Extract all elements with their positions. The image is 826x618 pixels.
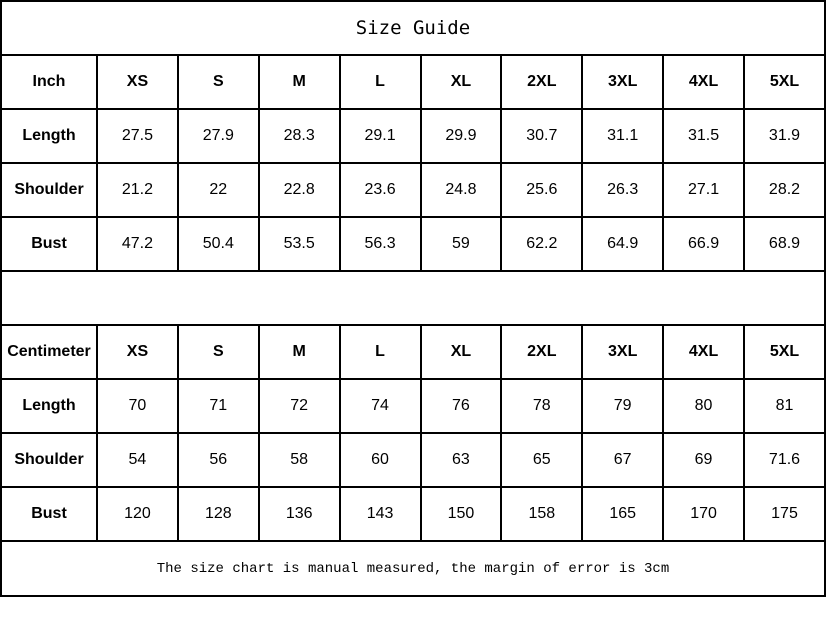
table-row: Shoulder 21.2 22 22.8 23.6 24.8 25.6 26.3 27.1 28…: [0, 162, 826, 218]
table-row: Bust 120 128 136 143 150 158 165 170 175: [0, 486, 826, 542]
measurement-cell: 70: [96, 378, 179, 434]
measurement-cell: 62.2: [500, 216, 584, 272]
measurement-cell: 128: [176, 486, 260, 542]
row-label: Length: [0, 378, 98, 434]
measurement-cell: 53.5: [257, 216, 341, 272]
size-header: 3XL: [581, 54, 665, 110]
measurement-cell: 60: [338, 432, 422, 488]
measurement-cell: 25.6: [500, 162, 584, 218]
size-header: XL: [419, 324, 503, 380]
measurement-cell: 74: [338, 378, 422, 434]
size-header: 5XL: [743, 54, 826, 110]
measurement-cell: 81: [743, 378, 826, 434]
measurement-cell: 78: [500, 378, 584, 434]
measurement-cell: 30.7: [500, 108, 584, 164]
measurement-cell: 26.3: [581, 162, 665, 218]
measurement-cell: 67: [581, 432, 665, 488]
measurement-cell: 27.5: [96, 108, 179, 164]
measurement-cell: 80: [662, 378, 745, 434]
table-row: Length 27.5 27.9 28.3 29.1 29.9 30.7 31.1 31.5 31…: [0, 108, 826, 164]
size-header: 5XL: [743, 324, 826, 380]
table-row: Length 70 71 72 74 76 78 79 80 81: [0, 378, 826, 434]
measurement-cell: 64.9: [581, 216, 665, 272]
measurement-cell: 76: [419, 378, 503, 434]
measurement-cell: 165: [581, 486, 665, 542]
measurement-cell: 69: [662, 432, 745, 488]
row-label: Bust: [0, 486, 98, 542]
size-header: XS: [96, 324, 179, 380]
measurement-cell: 136: [257, 486, 341, 542]
size-header: M: [257, 324, 341, 380]
measurement-cell: 27.9: [176, 108, 260, 164]
measurement-cell: 27.1: [662, 162, 745, 218]
size-header: 3XL: [581, 324, 665, 380]
size-header: XS: [96, 54, 179, 110]
size-header: M: [257, 54, 341, 110]
measurement-cell: 72: [257, 378, 341, 434]
measurement-cell: 158: [500, 486, 584, 542]
measurement-cell: 22: [176, 162, 260, 218]
title-row: Size Guide: [0, 0, 826, 56]
measurement-cell: 56: [176, 432, 260, 488]
unit-header: Centimeter: [0, 324, 98, 380]
measurement-cell: 47.2: [96, 216, 179, 272]
row-label: Length: [0, 108, 98, 164]
spacer-cell: [0, 270, 826, 326]
measurement-cell: 71.6: [743, 432, 826, 488]
size-header: 4XL: [662, 324, 745, 380]
measurement-cell: 59: [419, 216, 503, 272]
unit-header: Inch: [0, 54, 98, 110]
measurement-cell: 65: [500, 432, 584, 488]
measurement-cell: 63: [419, 432, 503, 488]
measurement-cell: 31.9: [743, 108, 826, 164]
measurement-cell: 150: [419, 486, 503, 542]
measurement-cell: 50.4: [176, 216, 260, 272]
measurement-cell: 56.3: [338, 216, 422, 272]
measurement-cell: 24.8: [419, 162, 503, 218]
measurement-cell: 29.9: [419, 108, 503, 164]
row-label: Shoulder: [0, 432, 98, 488]
measurement-cell: 79: [581, 378, 665, 434]
size-header: 2XL: [500, 54, 584, 110]
table-row: Shoulder 54 56 58 60 63 65 67 69 71.6: [0, 432, 826, 488]
spacer-row: [0, 270, 826, 326]
size-header: S: [176, 324, 260, 380]
size-guide-table: Size Guide Inch XS S M L XL 2XL 3XL 4XL 5XL Length…: [0, 0, 826, 597]
measurement-cell: 54: [96, 432, 179, 488]
measurement-cell: 66.9: [662, 216, 745, 272]
measurement-cell: 29.1: [338, 108, 422, 164]
measurement-cell: 21.2: [96, 162, 179, 218]
measurement-cell: 68.9: [743, 216, 826, 272]
header-row: Inch XS S M L XL 2XL 3XL 4XL 5XL: [0, 54, 826, 110]
measurement-cell: 28.3: [257, 108, 341, 164]
measurement-cell: 120: [96, 486, 179, 542]
size-header: S: [176, 54, 260, 110]
table-row: Bust 47.2 50.4 53.5 56.3 59 62.2 64.9 66.9 68.9: [0, 216, 826, 272]
header-row: Centimeter XS S M L XL 2XL 3XL 4XL 5XL: [0, 324, 826, 380]
measurement-cell: 23.6: [338, 162, 422, 218]
measurement-cell: 22.8: [257, 162, 341, 218]
measurement-cell: 28.2: [743, 162, 826, 218]
size-header: 2XL: [500, 324, 584, 380]
measurement-cell: 31.1: [581, 108, 665, 164]
measurement-cell: 58: [257, 432, 341, 488]
measurement-note: The size chart is manual measured, the m…: [0, 540, 826, 597]
size-header: L: [338, 54, 422, 110]
size-header: L: [338, 324, 422, 380]
measurement-cell: 175: [743, 486, 826, 542]
size-header: XL: [419, 54, 503, 110]
note-row: The size chart is manual measured, the m…: [0, 540, 826, 597]
row-label: Shoulder: [0, 162, 98, 218]
size-header: 4XL: [662, 54, 745, 110]
page-title: Size Guide: [0, 0, 826, 56]
measurement-cell: 170: [662, 486, 745, 542]
row-label: Bust: [0, 216, 98, 272]
measurement-cell: 31.5: [662, 108, 745, 164]
measurement-cell: 71: [176, 378, 260, 434]
measurement-cell: 143: [338, 486, 422, 542]
